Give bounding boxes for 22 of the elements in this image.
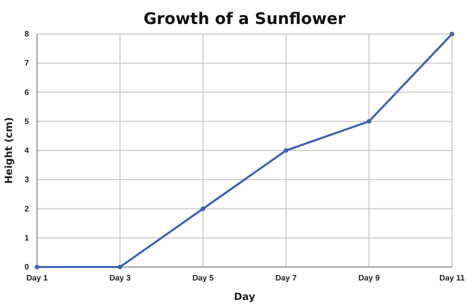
x-tick-label: Day 7 xyxy=(275,274,298,283)
x-tick-label: Day 5 xyxy=(192,274,214,283)
x-axis-title: Day xyxy=(234,292,256,303)
y-tick-label: 2 xyxy=(24,204,30,214)
y-axis-title: Height (cm) xyxy=(4,117,15,184)
x-tick-label: Day 9 xyxy=(358,274,380,283)
x-tick-label: Day 1 xyxy=(26,274,48,283)
y-tick-label: 7 xyxy=(24,58,30,68)
y-tick-label: 1 xyxy=(24,233,30,242)
y-tick-label: 4 xyxy=(24,146,30,156)
point xyxy=(284,148,288,153)
x-tick-label: Day 11 xyxy=(439,274,466,283)
point xyxy=(366,119,372,124)
point xyxy=(450,32,454,36)
y-tick-label: 6 xyxy=(24,88,30,97)
point xyxy=(200,206,206,212)
y-tick-label: 5 xyxy=(24,116,30,126)
y-tick-label: 8 xyxy=(24,30,30,39)
y-tick-label: 0 xyxy=(24,262,30,272)
x-tick-label: Day 3 xyxy=(109,274,132,283)
y-tick-label: 3 xyxy=(24,175,30,184)
chart-title: Growth of a Sunflower xyxy=(144,9,346,28)
